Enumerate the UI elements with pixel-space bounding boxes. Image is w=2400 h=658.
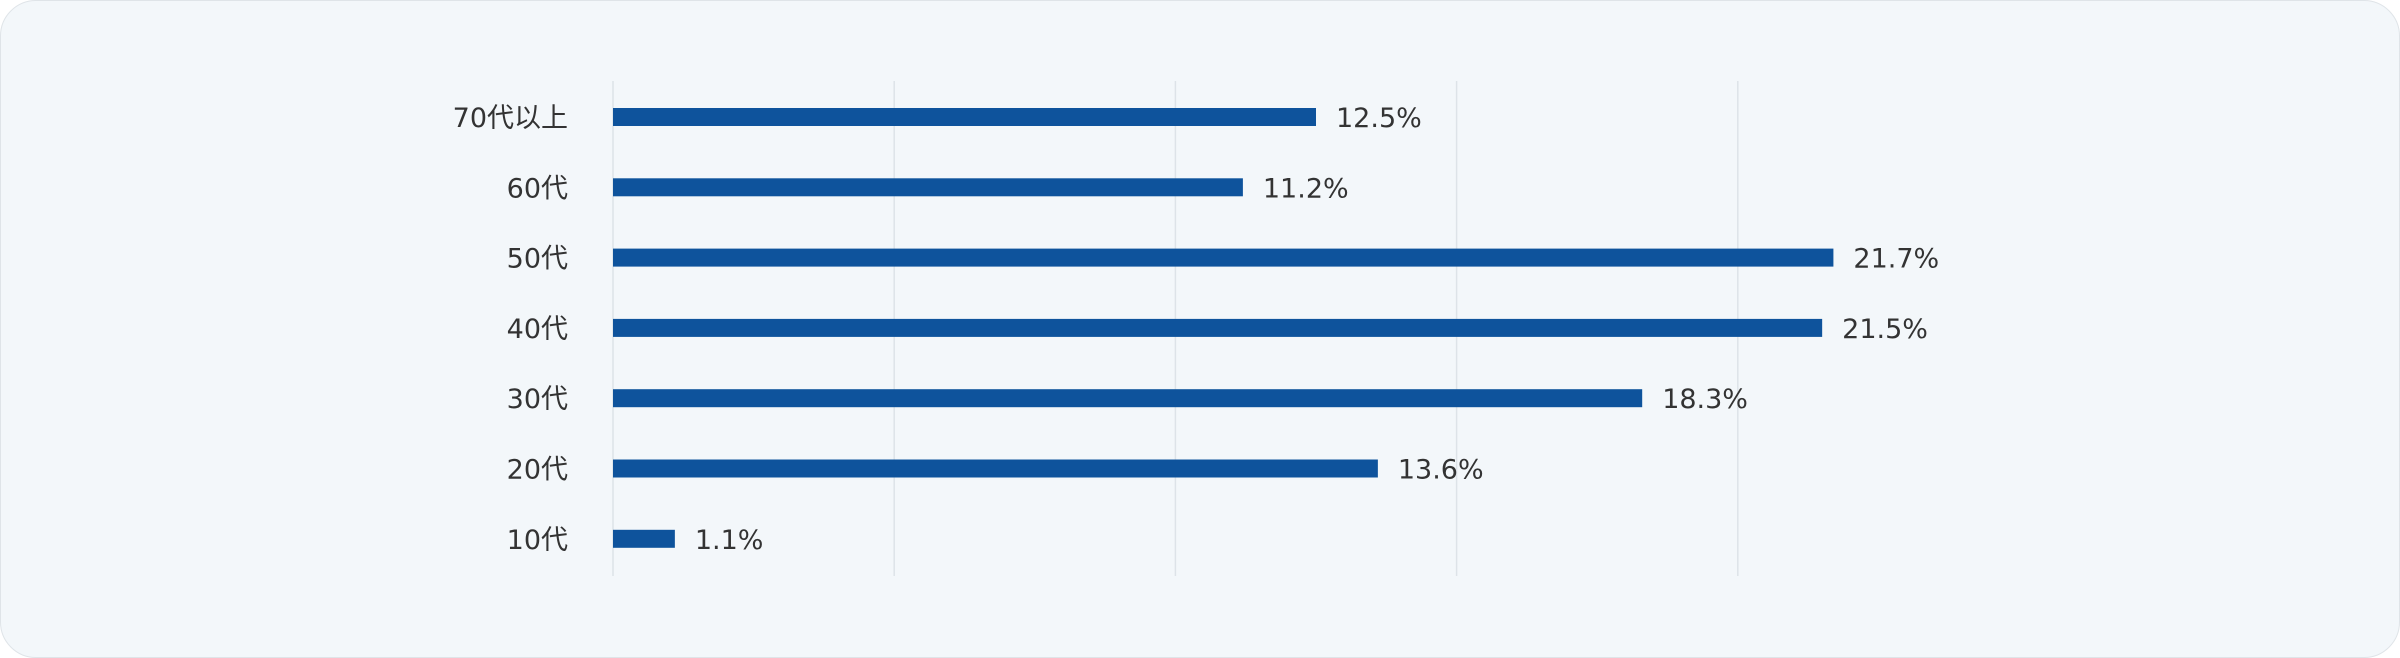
bar	[613, 318, 1823, 337]
category-label: 10代	[507, 525, 568, 556]
value-label: 1.1%	[695, 525, 764, 556]
value-labels: 12.5% 11.2% 21.7% 21.5% 18.3% 13.6% 1.1%	[695, 103, 1939, 556]
category-label: 30代	[507, 384, 568, 415]
bar	[613, 248, 1834, 267]
value-label: 12.5%	[1336, 103, 1422, 134]
category-label: 50代	[507, 244, 568, 275]
category-label: 70代以上	[453, 103, 568, 134]
value-label: 18.3%	[1662, 384, 1748, 415]
category-label: 40代	[507, 314, 568, 345]
category-label: 20代	[507, 455, 568, 486]
bar	[613, 108, 1316, 126]
category-labels: 70代以上 60代 50代 40代 30代 20代 10代	[453, 103, 568, 556]
value-label: 21.7%	[1853, 244, 1939, 275]
bars	[613, 108, 1834, 548]
value-label: 21.5%	[1842, 314, 1928, 345]
bar	[613, 529, 675, 548]
bar	[613, 389, 1643, 408]
category-label: 60代	[507, 173, 568, 204]
bar	[613, 459, 1378, 478]
value-label: 11.2%	[1263, 173, 1349, 204]
value-label: 13.6%	[1398, 455, 1484, 486]
bar	[613, 178, 1243, 197]
